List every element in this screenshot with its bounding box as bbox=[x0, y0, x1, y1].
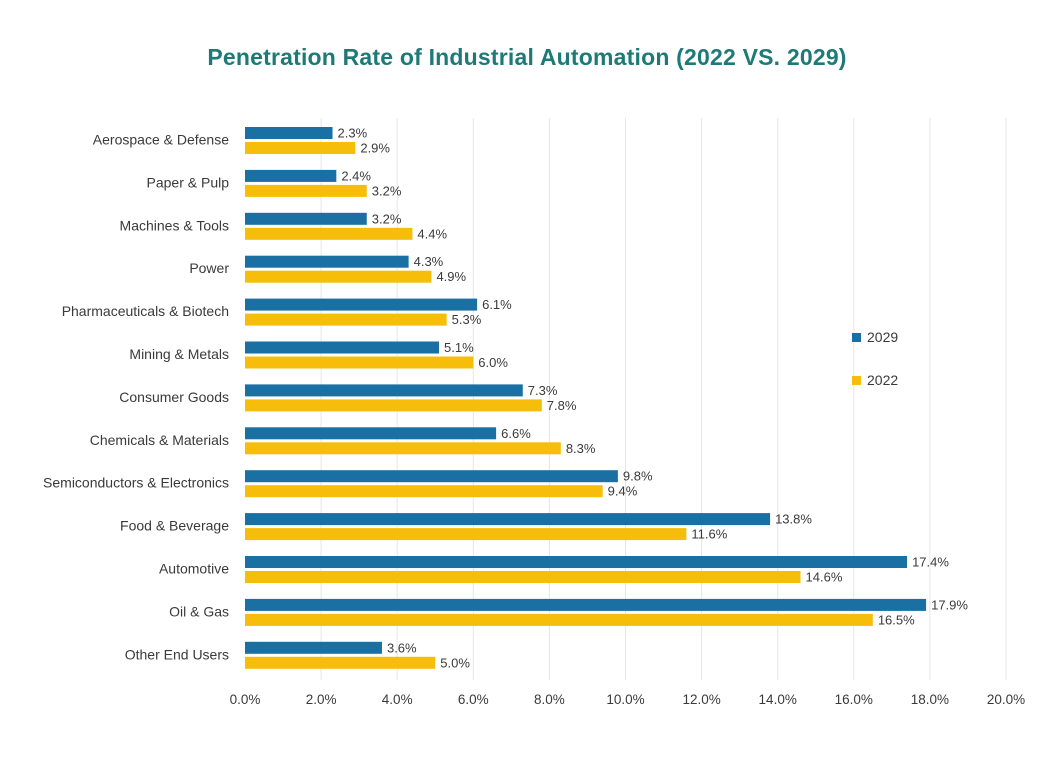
bar-2029 bbox=[245, 641, 382, 654]
bar-2022 bbox=[245, 313, 447, 326]
category-label: Food & Beverage bbox=[120, 518, 229, 534]
bar-2029 bbox=[245, 556, 908, 568]
x-tick-label: 18.0% bbox=[911, 692, 949, 707]
bar-2022 bbox=[245, 528, 687, 541]
bar-2022 bbox=[245, 356, 474, 369]
data-label-2022: 4.4% bbox=[417, 226, 447, 241]
legend-label-2029: 2029 bbox=[867, 329, 898, 345]
data-label-2029: 17.4% bbox=[912, 555, 949, 570]
data-label-2022: 6.0% bbox=[478, 355, 508, 370]
bar-2022 bbox=[245, 613, 873, 626]
category-label: Other End Users bbox=[125, 646, 229, 662]
category-label: Chemicals & Materials bbox=[90, 432, 229, 448]
data-label-2029: 3.2% bbox=[372, 211, 402, 226]
category-label: Oil & Gas bbox=[169, 603, 229, 619]
x-tick-label: 4.0% bbox=[382, 692, 413, 707]
bar-2029 bbox=[245, 384, 523, 397]
x-tick-label: 2.0% bbox=[306, 692, 337, 707]
bar-2029 bbox=[245, 255, 409, 268]
category-label: Power bbox=[189, 260, 229, 276]
category-label: Pharmaceuticals & Biotech bbox=[62, 303, 229, 319]
x-tick-label: 10.0% bbox=[606, 692, 644, 707]
bar-2022 bbox=[245, 571, 801, 583]
bar-2029 bbox=[245, 427, 497, 440]
bar-2029 bbox=[245, 513, 771, 526]
x-tick-label: 16.0% bbox=[835, 692, 873, 707]
bar-2029 bbox=[245, 470, 618, 483]
data-label-2022: 3.2% bbox=[372, 183, 402, 198]
data-label-2029: 4.3% bbox=[414, 254, 444, 269]
bar-2029 bbox=[245, 341, 440, 354]
data-label-2022: 5.0% bbox=[440, 655, 470, 670]
category-label: Machines & Tools bbox=[120, 217, 229, 233]
data-label-2029: 2.3% bbox=[338, 126, 368, 141]
category-label: Consumer Goods bbox=[119, 389, 229, 405]
data-label-2029: 6.6% bbox=[501, 426, 531, 441]
legend-swatch-2029 bbox=[852, 333, 861, 342]
x-tick-label: 0.0% bbox=[230, 692, 261, 707]
category-label: Mining & Metals bbox=[129, 346, 229, 362]
bar-2022 bbox=[245, 184, 367, 197]
data-label-2029: 17.9% bbox=[931, 597, 968, 612]
category-label: Paper & Pulp bbox=[147, 174, 230, 190]
data-label-2022: 4.9% bbox=[436, 269, 466, 284]
bar-2022 bbox=[245, 442, 561, 455]
x-tick-label: 12.0% bbox=[682, 692, 720, 707]
category-label: Semiconductors & Electronics bbox=[43, 475, 229, 491]
bar-2029 bbox=[245, 298, 478, 311]
bar-2022 bbox=[245, 485, 603, 498]
bar-2029 bbox=[245, 598, 927, 611]
x-tick-label: 6.0% bbox=[458, 692, 489, 707]
x-tick-label: 8.0% bbox=[534, 692, 565, 707]
data-label-2029: 9.8% bbox=[623, 469, 653, 484]
data-label-2029: 2.4% bbox=[341, 168, 371, 183]
data-label-2022: 8.3% bbox=[566, 441, 596, 456]
bar-2022 bbox=[245, 142, 356, 154]
legend-label-2022: 2022 bbox=[867, 372, 898, 388]
bar-2022 bbox=[245, 399, 542, 412]
data-label-2022: 11.6% bbox=[691, 527, 727, 542]
bar-2022 bbox=[245, 227, 413, 240]
data-label-2022: 9.4% bbox=[608, 484, 638, 499]
bar-2029 bbox=[245, 127, 333, 139]
chart-title: Penetration Rate of Industrial Automatio… bbox=[207, 44, 847, 70]
data-label-2029: 13.8% bbox=[775, 512, 812, 527]
legend-swatch-2022 bbox=[852, 376, 861, 385]
bar-2029 bbox=[245, 212, 367, 225]
bar-2029 bbox=[245, 169, 337, 182]
category-label: Automotive bbox=[159, 561, 229, 577]
bar-2022 bbox=[245, 270, 432, 283]
data-label-2022: 14.6% bbox=[806, 570, 843, 585]
data-label-2022: 7.8% bbox=[547, 398, 577, 413]
data-label-2029: 6.1% bbox=[482, 297, 512, 312]
x-tick-label: 14.0% bbox=[759, 692, 797, 707]
data-label-2029: 3.6% bbox=[387, 640, 417, 655]
category-label: Aerospace & Defense bbox=[93, 132, 229, 148]
bar-2022 bbox=[245, 656, 436, 669]
x-tick-label: 20.0% bbox=[987, 692, 1025, 707]
data-label-2022: 2.9% bbox=[360, 141, 390, 156]
data-label-2022: 5.3% bbox=[452, 312, 482, 327]
data-label-2029: 5.1% bbox=[444, 340, 474, 355]
data-label-2022: 16.5% bbox=[878, 612, 915, 627]
data-label-2029: 7.3% bbox=[528, 383, 558, 398]
